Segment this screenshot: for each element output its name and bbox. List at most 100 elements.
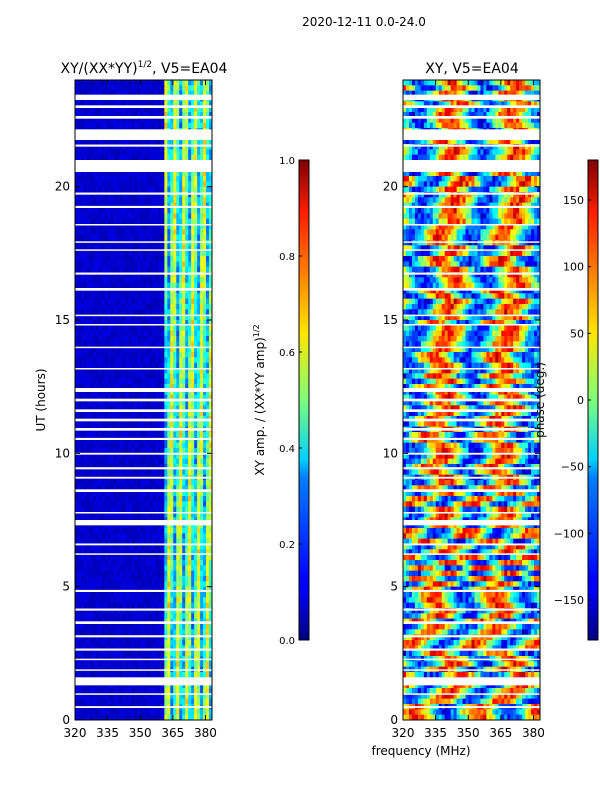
heatmap-cell bbox=[116, 261, 121, 268]
heatmap-cell bbox=[86, 330, 91, 337]
heatmap-cell bbox=[170, 592, 174, 598]
heatmap-cell bbox=[155, 602, 159, 609]
heatmap-cell bbox=[170, 538, 174, 545]
heatmap-cell bbox=[125, 117, 130, 124]
heatmap-cell bbox=[95, 256, 100, 262]
heatmap-cell bbox=[101, 640, 106, 646]
heatmap-cell bbox=[134, 378, 139, 385]
heatmap-cell bbox=[86, 421, 91, 428]
heatmap-cell bbox=[80, 240, 85, 246]
heatmap-cell bbox=[83, 565, 88, 572]
heatmap-cell bbox=[173, 218, 177, 225]
heatmap-cell bbox=[194, 186, 198, 193]
heatmap-cell bbox=[146, 624, 151, 630]
heatmap-cell bbox=[98, 208, 103, 214]
heatmap-cell bbox=[191, 245, 195, 252]
heatmap-cell bbox=[194, 197, 198, 204]
heatmap-cell bbox=[107, 458, 112, 465]
heatmap-cell bbox=[104, 384, 109, 390]
heatmap-cell bbox=[158, 101, 162, 108]
heatmap-cell bbox=[143, 480, 148, 486]
heatmap-cell bbox=[176, 464, 180, 470]
heatmap-cell bbox=[110, 512, 115, 518]
heatmap-cell bbox=[173, 485, 177, 492]
heatmap-cell bbox=[131, 565, 136, 572]
heatmap-cell bbox=[188, 650, 192, 657]
heatmap-cell bbox=[140, 400, 145, 406]
heatmap-cell bbox=[86, 581, 91, 588]
heatmap-cell bbox=[146, 80, 151, 86]
heatmap-cell bbox=[149, 581, 154, 588]
heatmap-cell bbox=[122, 410, 127, 417]
heatmap-cell bbox=[75, 453, 79, 460]
heatmap-cell bbox=[143, 250, 148, 257]
heatmap-cell bbox=[101, 581, 106, 588]
heatmap-cell bbox=[80, 197, 85, 204]
heatmap-cell bbox=[98, 576, 103, 582]
heatmap-cell bbox=[182, 597, 186, 604]
heatmap-cell bbox=[170, 581, 174, 588]
heatmap-cell bbox=[206, 176, 210, 182]
heatmap-cell bbox=[107, 272, 112, 278]
heatmap-cell bbox=[164, 629, 168, 636]
heatmap-cell bbox=[167, 522, 171, 529]
heatmap-cell bbox=[89, 554, 94, 561]
heatmap-cell bbox=[140, 309, 145, 316]
heatmap-cell bbox=[203, 314, 207, 321]
heatmap-cell bbox=[86, 592, 91, 598]
heatmap-cell bbox=[104, 106, 109, 113]
heatmap-cell bbox=[152, 250, 157, 257]
heatmap-cell bbox=[83, 554, 88, 561]
heatmap-cell bbox=[158, 538, 162, 545]
heatmap-cell bbox=[75, 608, 79, 614]
heatmap-cell bbox=[170, 602, 174, 609]
heatmap-cell bbox=[194, 213, 198, 220]
heatmap-cell bbox=[194, 373, 198, 380]
heatmap-cell bbox=[92, 501, 97, 508]
heatmap-cell bbox=[125, 464, 130, 470]
heatmap-cell bbox=[152, 170, 157, 177]
heatmap-cell bbox=[152, 122, 157, 129]
heatmap-cell bbox=[209, 186, 212, 193]
heatmap-cell bbox=[75, 266, 79, 273]
heatmap-cell bbox=[95, 138, 100, 145]
heatmap-cell bbox=[194, 432, 198, 438]
heatmap-cell bbox=[95, 453, 100, 460]
heatmap-cell bbox=[197, 645, 201, 652]
heatmap-cell bbox=[188, 538, 192, 545]
heatmap-cell bbox=[107, 341, 112, 348]
heatmap-cell bbox=[101, 373, 106, 380]
heatmap-cell bbox=[188, 549, 192, 556]
heatmap-cell bbox=[122, 90, 127, 97]
heatmap-cell bbox=[113, 229, 118, 236]
heatmap-cell bbox=[170, 144, 174, 150]
heatmap-cell bbox=[101, 400, 106, 406]
heatmap-cell bbox=[104, 629, 109, 636]
heatmap-cell bbox=[173, 352, 177, 358]
heatmap-cell bbox=[131, 458, 136, 465]
heatmap-cell bbox=[128, 170, 133, 177]
heatmap-cell bbox=[182, 320, 186, 326]
heatmap-cell bbox=[158, 277, 162, 284]
heatmap-cell bbox=[92, 464, 97, 470]
heatmap-cell bbox=[137, 304, 142, 310]
heatmap-cell bbox=[209, 432, 212, 438]
heatmap-cell bbox=[86, 106, 91, 113]
heatmap-cell bbox=[149, 293, 154, 300]
heatmap-cell bbox=[173, 400, 177, 406]
heatmap-cell bbox=[206, 202, 210, 209]
heatmap-cell bbox=[182, 506, 186, 513]
heatmap-cell bbox=[140, 218, 145, 225]
heatmap-cell bbox=[83, 608, 88, 614]
heatmap-cell bbox=[209, 640, 212, 646]
heatmap-cell bbox=[137, 245, 142, 252]
heatmap-cell bbox=[92, 85, 97, 92]
heatmap-cell bbox=[158, 320, 162, 326]
heatmap-cell bbox=[194, 277, 198, 284]
heatmap-cell bbox=[161, 330, 165, 337]
heatmap-cell bbox=[191, 352, 195, 358]
heatmap-cell bbox=[104, 490, 109, 497]
heatmap-cell bbox=[77, 245, 82, 252]
heatmap-cell bbox=[164, 85, 168, 92]
heatmap-cell bbox=[119, 240, 124, 246]
